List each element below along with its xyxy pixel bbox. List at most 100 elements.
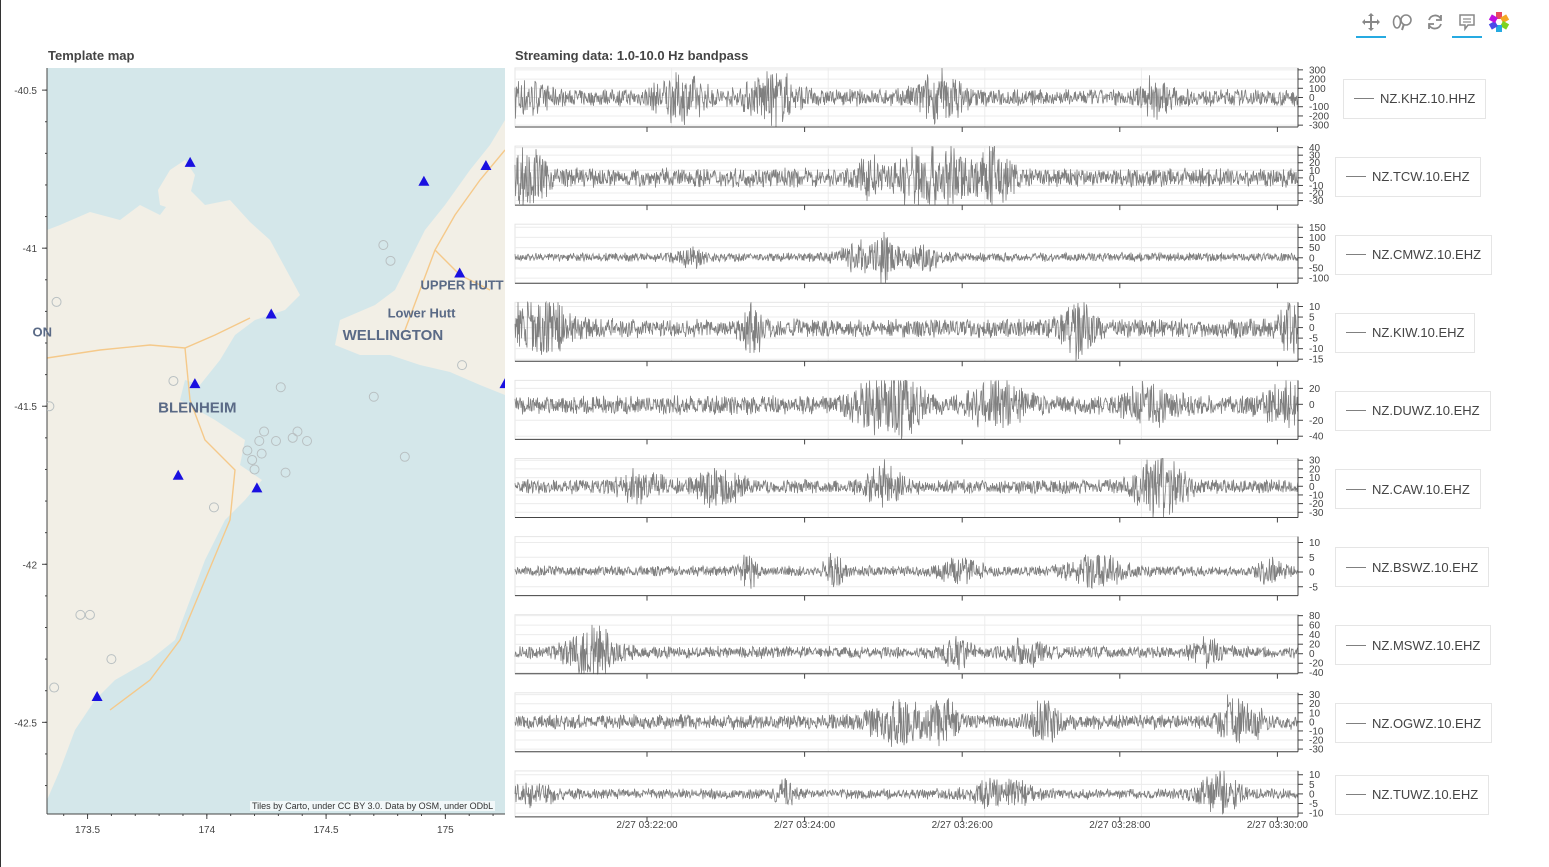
trace-y-tick-label: -100 bbox=[1309, 274, 1329, 285]
trace-y-tick-label: -40 bbox=[1309, 668, 1324, 679]
trace-y-tick-label: 20 bbox=[1309, 158, 1321, 169]
plot-toolbar bbox=[1356, 8, 1512, 40]
map-x-tick-label: 175 bbox=[437, 825, 454, 836]
trace-waveform bbox=[514, 552, 1299, 590]
legend-line-swatch bbox=[1346, 410, 1366, 412]
bokeh-logo-link[interactable] bbox=[1486, 8, 1512, 36]
trace-waveform bbox=[514, 231, 1299, 284]
trace-y-tick-label: 0 bbox=[1309, 482, 1315, 493]
legend-line-swatch bbox=[1346, 722, 1366, 724]
trace-waveform bbox=[514, 300, 1299, 362]
station-marker bbox=[265, 308, 277, 319]
event-marker bbox=[106, 654, 117, 665]
legend-line-swatch bbox=[1346, 332, 1366, 334]
legend-line-swatch bbox=[1354, 98, 1374, 99]
wheel-zoom-icon bbox=[1392, 14, 1412, 31]
trace-y-tick-label: 0 bbox=[1309, 649, 1315, 660]
map-axes: -40.5 -41 -41.5 -42 -42.5 173.5 174 174.5 175 bbox=[14, 68, 505, 836]
trace-legend[interactable]: NZ.CMWZ.10.EHZ bbox=[1335, 234, 1493, 275]
legend-line-swatch bbox=[1346, 566, 1366, 568]
landmass-south-island bbox=[47, 190, 300, 800]
trace-y-tick-label: 10 bbox=[1309, 770, 1321, 781]
pan-tool[interactable] bbox=[1356, 8, 1386, 38]
event-marker bbox=[280, 467, 291, 478]
legend-line-swatch bbox=[1346, 644, 1366, 646]
legend-label: NZ.TCW.10.EHZ bbox=[1372, 169, 1470, 185]
event-marker bbox=[399, 451, 410, 462]
map-y-tick-label: -42 bbox=[23, 560, 38, 571]
trace-frame bbox=[514, 223, 1299, 284]
wheel-zoom-tool[interactable] bbox=[1390, 8, 1416, 36]
traces-title: Streaming data: 1.0-10.0 Hz bandpass bbox=[515, 48, 749, 63]
map-x-tick-label: 174 bbox=[198, 825, 215, 836]
trace-frame bbox=[514, 536, 1299, 597]
station-marker bbox=[251, 482, 263, 493]
trace-y-tick-label: -10 bbox=[1309, 344, 1324, 355]
trace-y-tick-label: -20 bbox=[1309, 499, 1324, 510]
trace-y-tick-label: -10 bbox=[1309, 490, 1324, 501]
event-marker bbox=[292, 426, 303, 437]
trace-y-tick-label: -30 bbox=[1309, 508, 1324, 519]
trace-legend[interactable]: NZ.OGWZ.10.EHZ bbox=[1335, 703, 1493, 744]
trace-legend[interactable]: NZ.BSWZ.10.EHZ bbox=[1335, 547, 1490, 588]
trace-waveform bbox=[514, 624, 1299, 675]
map-plot[interactable]: -40.5 -41 -41.5 -42 -42.5 173.5 174 174.5 175 WE… bbox=[0, 0, 510, 867]
map-place-label: Lower Hutt bbox=[388, 306, 457, 321]
landmass-north-island bbox=[335, 120, 505, 395]
trace-y-tick-label: 150 bbox=[1309, 223, 1326, 234]
trace-legend[interactable]: NZ.TCW.10.EHZ bbox=[1335, 156, 1481, 197]
map-place-labels: WELLINGTON Lower Hutt UPPER HUTT BLENHEIM ON bbox=[32, 277, 503, 416]
map-place-label: BLENHEIM bbox=[158, 400, 236, 417]
trace-legend[interactable]: NZ.CAW.10.EHZ bbox=[1335, 469, 1481, 509]
map-y-tick-label: -41 bbox=[23, 244, 38, 255]
trace-y-tick-label: -10 bbox=[1309, 181, 1324, 192]
trace-panels: 3002001000-100-200-300403020100-10-20-30… bbox=[514, 65, 1329, 822]
event-marker bbox=[368, 391, 379, 402]
trace-frame bbox=[514, 692, 1299, 753]
hover-tool[interactable] bbox=[1452, 8, 1482, 38]
trace-y-tick-label: 100 bbox=[1309, 233, 1326, 244]
map-y-tick-label: -42.5 bbox=[14, 718, 37, 729]
trace-y-tick-label: 10 bbox=[1309, 538, 1321, 549]
trace-y-tick-label: -5 bbox=[1309, 582, 1318, 593]
trace-y-tick-label: -200 bbox=[1309, 111, 1329, 122]
trace-y-tick-label: 0 bbox=[1309, 789, 1315, 800]
trace-waveform bbox=[514, 694, 1299, 747]
trace-y-tick-label: -20 bbox=[1309, 736, 1324, 747]
event-marker bbox=[47, 401, 55, 412]
event-marker bbox=[168, 375, 179, 386]
trace-legend[interactable]: NZ.DUWZ.10.EHZ bbox=[1335, 390, 1491, 431]
trace-y-tick-label: 5 bbox=[1309, 313, 1315, 324]
legend-line-swatch bbox=[1346, 176, 1366, 178]
page-left-border bbox=[0, 0, 1, 867]
trace-legend[interactable]: NZ.KIW.10.EHZ bbox=[1335, 312, 1476, 353]
time-axis-tick-label: 2/27 03:26:00 bbox=[932, 820, 994, 831]
reset-tool[interactable] bbox=[1422, 8, 1448, 36]
station-marker bbox=[91, 691, 103, 702]
legend-line-swatch bbox=[1346, 794, 1366, 796]
map-place-label: ON bbox=[32, 325, 52, 340]
event-marker bbox=[271, 436, 281, 446]
trace-legend[interactable]: NZ.TUWZ.10.EHZ bbox=[1335, 774, 1490, 815]
trace-y-tick-label: 5 bbox=[1309, 780, 1315, 791]
trace-y-tick-label: 40 bbox=[1309, 143, 1321, 154]
trace-frame bbox=[514, 301, 1299, 362]
trace-y-tick-label: 300 bbox=[1309, 65, 1326, 76]
legend-label: NZ.CAW.10.EHZ bbox=[1372, 481, 1470, 497]
trace-y-tick-label: 0 bbox=[1309, 568, 1315, 579]
trace-y-tick-label: -300 bbox=[1309, 121, 1329, 132]
event-marker bbox=[249, 464, 260, 475]
trace-legend[interactable]: NZ.KHZ.10.HHZ bbox=[1343, 78, 1487, 119]
trace-legend[interactable]: NZ.MSWZ.10.EHZ bbox=[1335, 625, 1492, 666]
station-marker bbox=[184, 156, 196, 167]
trace-y-tick-label: 80 bbox=[1309, 611, 1321, 622]
event-marker bbox=[51, 296, 62, 307]
trace-y-tick-label: -30 bbox=[1309, 196, 1324, 207]
trace-y-tick-label: 0 bbox=[1309, 173, 1315, 184]
time-axis-tick-label: 2/27 03:22:00 bbox=[616, 820, 678, 831]
map-tiles bbox=[47, 68, 505, 814]
legend-label: NZ.CMWZ.10.EHZ bbox=[1372, 247, 1482, 263]
legend-label: NZ.TUWZ.10.EHZ bbox=[1372, 787, 1479, 803]
map-points bbox=[47, 156, 505, 702]
